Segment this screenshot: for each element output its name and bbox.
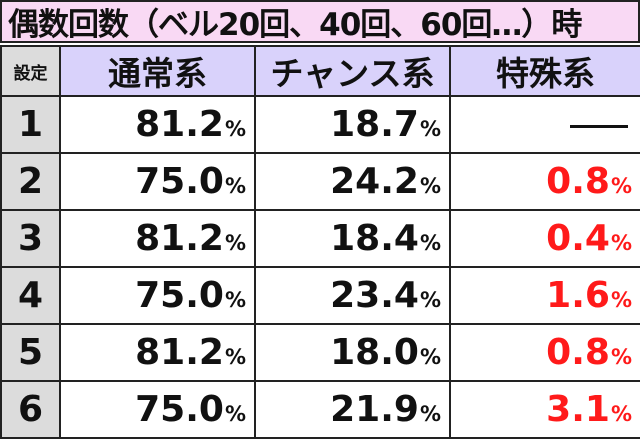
normal-cell: 81.2% [59, 323, 256, 382]
setting-cell: 4 [0, 266, 61, 325]
normal-cell: 75.0% [59, 266, 256, 325]
value: 81.2 [135, 104, 224, 145]
special-cell: 0.4% [449, 209, 640, 268]
setting-cell: 2 [0, 152, 61, 211]
dash-mark [570, 124, 628, 128]
unit: % [610, 345, 632, 369]
chance-cell: 18.0% [254, 323, 451, 382]
value: 0.8 [546, 161, 610, 202]
header-setting: 設定 [0, 45, 61, 97]
value: 18.0 [330, 332, 419, 373]
value: 18.4 [330, 218, 419, 259]
setting-cell: 3 [0, 209, 61, 268]
unit: % [224, 231, 246, 255]
unit: % [419, 288, 441, 312]
unit: % [224, 174, 246, 198]
value: 0.4 [546, 218, 610, 259]
unit: % [419, 117, 441, 141]
header-chance: チャンス系 [254, 45, 451, 97]
unit: % [610, 402, 632, 426]
setting-cell: 5 [0, 323, 61, 382]
chance-cell: 21.9% [254, 380, 451, 439]
table-row: 6 75.0% 21.9% 3.1% [0, 380, 640, 439]
normal-cell: 81.2% [59, 95, 256, 154]
normal-cell: 75.0% [59, 152, 256, 211]
page-title: 偶数回数（ベル20回、40回、60回…）時 [0, 0, 640, 43]
setting-cell: 6 [0, 380, 61, 439]
normal-cell: 81.2% [59, 209, 256, 268]
table-row: 5 81.2% 18.0% 0.8% [0, 323, 640, 382]
value: 0.8 [546, 332, 610, 373]
unit: % [224, 288, 246, 312]
value: 1.6 [546, 275, 610, 316]
value: 81.2 [135, 218, 224, 259]
special-cell [449, 95, 640, 154]
table-body: 1 81.2% 18.7% 2 75.0% 24.2% 0.8% 3 81.2%… [0, 95, 640, 439]
table-row: 3 81.2% 18.4% 0.4% [0, 209, 640, 268]
special-cell: 0.8% [449, 323, 640, 382]
unit: % [224, 402, 246, 426]
unit: % [610, 174, 632, 198]
chance-cell: 18.4% [254, 209, 451, 268]
value: 24.2 [330, 161, 419, 202]
unit: % [419, 174, 441, 198]
unit: % [419, 231, 441, 255]
value: 75.0 [135, 275, 224, 316]
unit: % [224, 345, 246, 369]
normal-cell: 75.0% [59, 380, 256, 439]
special-cell: 1.6% [449, 266, 640, 325]
setting-cell: 1 [0, 95, 61, 154]
table-row: 4 75.0% 23.4% 1.6% [0, 266, 640, 325]
special-cell: 0.8% [449, 152, 640, 211]
chance-cell: 23.4% [254, 266, 451, 325]
unit: % [610, 231, 632, 255]
value: 21.9 [330, 389, 419, 430]
header-normal: 通常系 [59, 45, 256, 97]
value: 18.7 [330, 104, 419, 145]
table-row: 2 75.0% 24.2% 0.8% [0, 152, 640, 211]
special-cell: 3.1% [449, 380, 640, 439]
value: 23.4 [330, 275, 419, 316]
unit: % [419, 345, 441, 369]
value: 75.0 [135, 389, 224, 430]
value: 75.0 [135, 161, 224, 202]
header-special: 特殊系 [449, 45, 640, 97]
chance-cell: 18.7% [254, 95, 451, 154]
unit: % [610, 288, 632, 312]
value: 3.1 [546, 389, 610, 430]
chance-cell: 24.2% [254, 152, 451, 211]
probability-table: 設定 通常系 チャンス系 特殊系 1 81.2% 18.7% 2 75.0% 2… [0, 45, 640, 439]
table-header-row: 設定 通常系 チャンス系 特殊系 [0, 45, 640, 97]
unit: % [224, 117, 246, 141]
table-row: 1 81.2% 18.7% [0, 95, 640, 154]
value: 81.2 [135, 332, 224, 373]
unit: % [419, 402, 441, 426]
